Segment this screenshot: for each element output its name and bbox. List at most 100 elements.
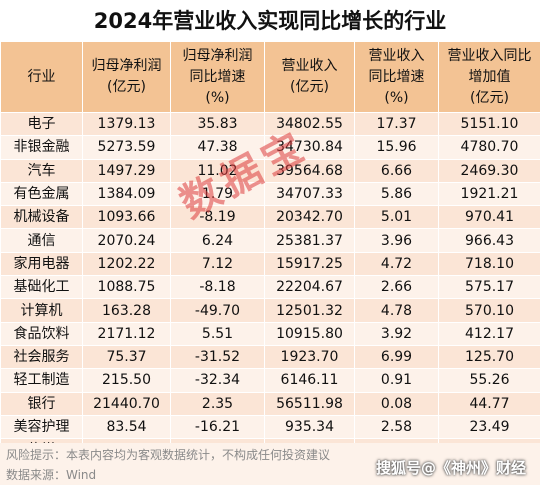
value-cell: 15.96 [354,135,439,160]
value-cell: 56511.98 [264,391,355,416]
table-row: 汽车 1497.29 11.02 39564.68 6.66 2469.30 [0,158,540,183]
value-cell: 2171.12 [82,321,171,346]
value-cell: 0.08 [354,391,439,416]
table-row: 社会服务 75.37 -31.52 1923.70 6.99 125.70 [0,344,540,370]
value-cell: 718.10 [438,251,540,277]
value-cell: 2.66 [354,275,439,300]
value-cell: 3.92 [354,321,439,346]
header-revenue-growth: 营业收入 同比增速 (%) [354,41,439,113]
value-cell: 7.12 [170,251,265,277]
table-row: 基础化工 1088.75 -8.18 22204.67 2.66 575.17 [0,275,540,300]
value-cell: -16.21 [170,414,265,440]
industry-table: 行业 归母净利润 (亿元) 归母净利润 同比增速 (%) 营业收入 (亿元) 营业收入同… [0,41,540,463]
header-revenue: 营业收入 (亿元) [264,41,355,113]
value-cell: 15917.25 [264,251,355,277]
table-row: 银行 21440.70 2.35 56511.98 0.08 44.77 [0,391,540,416]
value-cell: 163.28 [82,298,171,323]
page-title: 2024年营业收入实现同比增长的行业 [93,9,447,33]
value-cell: 125.70 [438,344,540,370]
value-cell: 5151.10 [438,111,540,137]
industry-name-cell: 银行 [0,391,83,416]
value-cell: 21440.70 [82,391,171,416]
value-cell: -31.52 [170,344,265,370]
value-cell: 2.35 [170,391,265,416]
table-row: 机械设备 1093.66 -8.19 20342.70 5.01 970.41 [0,205,540,230]
header-industry: 行业 [0,41,83,113]
value-cell: 75.37 [82,344,171,370]
industry-name-cell: 社会服务 [0,344,83,370]
value-cell: 39564.68 [264,158,355,183]
industry-name-cell: 美容护理 [0,414,83,440]
value-cell: 5.01 [354,205,439,230]
value-cell: 1384.09 [82,181,171,207]
value-cell: 20342.70 [264,205,355,230]
value-cell: 23.49 [438,414,540,440]
value-cell: 0.91 [354,368,439,393]
value-cell: -8.18 [170,275,265,300]
header-net-profit: 归母净利润 (亿元) [82,41,171,113]
value-cell: 2469.30 [438,158,540,183]
value-cell: 47.38 [170,135,265,160]
value-cell: 34730.84 [264,135,355,160]
value-cell: 4780.70 [438,135,540,160]
value-cell: 6.99 [354,344,439,370]
industry-name-cell: 计算机 [0,298,83,323]
brand-watermark: 搜狐号@《神州》财经 [375,459,526,477]
value-cell: 2.58 [354,414,439,440]
industry-name-cell: 机械设备 [0,205,83,230]
value-cell: 412.17 [438,321,540,346]
value-cell: 1202.22 [82,251,171,277]
table-header-row: 行业 归母净利润 (亿元) 归母净利润 同比增速 (%) 营业收入 (亿元) 营业收入同… [0,41,540,113]
industry-name-cell: 通信 [0,228,83,253]
table-row: 非银金融 5273.59 47.38 34730.84 15.96 4780.70 [0,135,540,160]
value-cell: 2070.24 [82,228,171,253]
value-cell: 11.02 [170,158,265,183]
value-cell: 970.41 [438,205,540,230]
value-cell: 5.51 [170,321,265,346]
value-cell: 35.83 [170,111,265,137]
industry-name-cell: 家用电器 [0,251,83,277]
industry-name-cell: 汽车 [0,158,83,183]
value-cell: 12501.32 [264,298,355,323]
value-cell: 1497.29 [82,158,171,183]
value-cell: 1.79 [170,181,265,207]
value-cell: 83.54 [82,414,171,440]
value-cell: 4.72 [354,251,439,277]
table-row: 通信 2070.24 6.24 25381.37 3.96 966.43 [0,228,540,253]
value-cell: 6146.11 [264,368,355,393]
value-cell: 5.86 [354,181,439,207]
table-row: 家用电器 1202.22 7.12 15917.25 4.72 718.10 [0,251,540,277]
value-cell: -49.70 [170,298,265,323]
value-cell: 17.37 [354,111,439,137]
industry-name-cell: 轻工制造 [0,368,83,393]
risk-disclaimer: 风险提示：本表内容均为客观数据统计，不构成任何投资建议 [6,448,331,462]
header-net-profit-growth: 归母净利润 同比增速 (%) [170,41,265,113]
industry-name-cell: 基础化工 [0,275,83,300]
value-cell: 215.50 [82,368,171,393]
value-cell: 55.26 [438,368,540,393]
table-row: 有色金属 1384.09 1.79 34707.33 5.86 1921.21 [0,181,540,207]
header-revenue-increase: 营业收入同比 增加值 (亿元) [438,41,540,113]
value-cell: 570.10 [438,298,540,323]
industry-name-cell: 电子 [0,111,83,137]
table-row: 电子 1379.13 35.83 34802.55 17.37 5151.10 [0,111,540,137]
industry-name-cell: 非银金融 [0,135,83,160]
value-cell: 4.78 [354,298,439,323]
value-cell: 935.34 [264,414,355,440]
footer: 风险提示：本表内容均为客观数据统计，不构成任何投资建议 数据来源：Wind [0,443,540,485]
value-cell: 25381.37 [264,228,355,253]
value-cell: -32.34 [170,368,265,393]
value-cell: 22204.67 [264,275,355,300]
value-cell: 1379.13 [82,111,171,137]
value-cell: 10915.80 [264,321,355,346]
value-cell: 44.77 [438,391,540,416]
value-cell: 1923.70 [264,344,355,370]
value-cell: 575.17 [438,275,540,300]
table-row: 美容护理 83.54 -16.21 935.34 2.58 23.49 [0,414,540,440]
value-cell: 966.43 [438,228,540,253]
industry-name-cell: 食品饮料 [0,321,83,346]
table-row: 食品饮料 2171.12 5.51 10915.80 3.92 412.17 [0,321,540,346]
value-cell: 34707.33 [264,181,355,207]
value-cell: 6.24 [170,228,265,253]
data-source: 数据来源：Wind [6,468,97,482]
